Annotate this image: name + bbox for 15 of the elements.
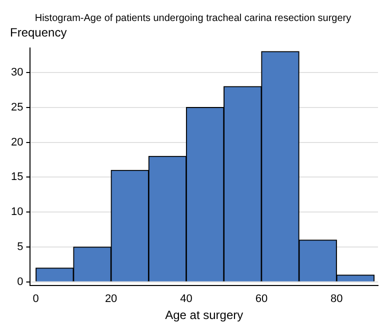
x-axis-title: Age at surgery — [165, 308, 244, 322]
y-tick-label: 10 — [10, 206, 24, 218]
chart-title: Histogram-Age of patients undergoing tracheal carina resection surgery — [34, 12, 352, 24]
x-tick-label: 0 — [32, 293, 39, 306]
y-axis-title: Frequency — [10, 25, 67, 40]
x-tick-label: 80 — [330, 293, 343, 306]
y-tick-label: 0 — [17, 276, 24, 288]
y-tick-label: 25 — [10, 101, 24, 114]
y-tick-label: 30 — [10, 66, 24, 78]
x-tick-label: 20 — [104, 293, 118, 306]
x-tick-label: 40 — [180, 293, 192, 306]
x-tick-label: 60 — [255, 293, 268, 306]
y-tick-label: 5 — [17, 241, 24, 254]
y-tick-label: 15 — [10, 171, 24, 184]
y-tick-label: 20 — [10, 136, 24, 148]
